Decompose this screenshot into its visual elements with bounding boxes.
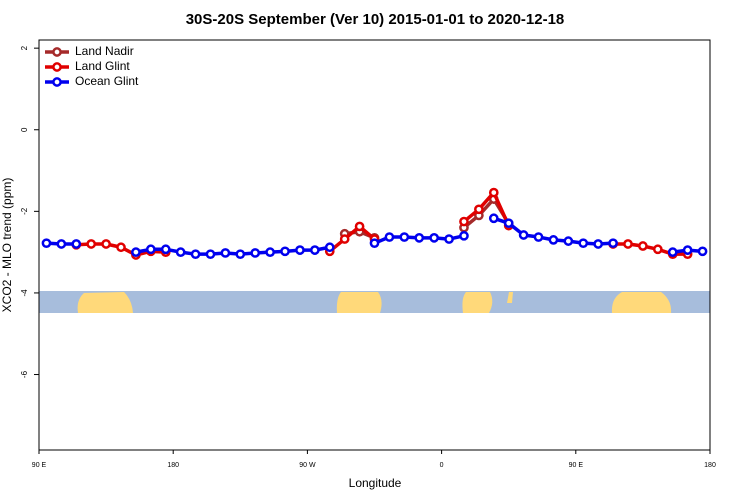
x-tick-label: 90 W [299, 462, 316, 469]
data-point [369, 238, 380, 249]
data-point [86, 239, 97, 249]
data-point [116, 242, 126, 253]
data-point [623, 239, 633, 249]
data-point [339, 234, 350, 244]
y-tick-label: -6 [20, 370, 29, 378]
y-tick-label: 2 [20, 45, 29, 50]
data-point [638, 241, 648, 251]
data-point [399, 232, 410, 242]
legend-marker [52, 62, 62, 72]
data-point [175, 247, 186, 257]
data-point [563, 236, 574, 246]
data-point [682, 245, 693, 255]
data-point [488, 213, 499, 224]
data-point [548, 235, 559, 245]
data-point [503, 218, 514, 229]
x-tick-label: 180 [704, 462, 716, 469]
data-point [56, 239, 67, 249]
data-point [354, 221, 365, 232]
data-point [652, 244, 663, 255]
data-point [414, 233, 425, 243]
data-point [697, 246, 708, 257]
data-point [429, 233, 439, 243]
data-point [101, 239, 111, 249]
data-point [608, 238, 618, 249]
data-point [459, 230, 469, 241]
x-axis-label: Longitude [349, 476, 402, 490]
data-point [384, 232, 395, 242]
data-point [488, 187, 499, 198]
land-mask-strip [39, 291, 710, 313]
legend-label: Land Glint [75, 59, 130, 73]
data-point [235, 249, 246, 260]
data-point [220, 248, 231, 258]
data-point [593, 239, 604, 249]
x-tick-label: 180 [167, 462, 179, 469]
data-point [280, 246, 290, 257]
x-tick-label: 90 E [569, 462, 584, 469]
data-point [190, 249, 201, 260]
x-tick-label: 0 [440, 462, 444, 469]
legend-marker [52, 77, 62, 87]
data-point [459, 216, 469, 227]
data-point [71, 239, 82, 249]
data-point [145, 244, 156, 255]
chart-title: 30S-20S September (Ver 10) 2015-01-01 to… [186, 11, 565, 28]
data-point [160, 244, 171, 255]
data-point [131, 247, 141, 257]
y-tick-label: -2 [20, 207, 29, 215]
data-point [324, 242, 335, 253]
legend-label: Land Nadir [75, 44, 134, 58]
data-point [310, 245, 320, 255]
y-tick-label: -4 [20, 289, 29, 297]
data-point [667, 247, 678, 257]
data-point [578, 238, 589, 249]
x-tick-label: 90 E [32, 462, 47, 469]
data-point [474, 204, 484, 215]
y-tick-label: 0 [20, 127, 29, 132]
data-point [295, 245, 305, 255]
data-point [265, 247, 275, 257]
plot-frame [38, 39, 711, 451]
legend-label: Ocean Glint [75, 74, 139, 88]
data-point [444, 234, 454, 244]
data-point [518, 230, 529, 240]
data-point [250, 248, 261, 258]
data-point [533, 232, 544, 242]
y-axis-label: XCO2 - MLO trend (ppm) [0, 178, 14, 313]
data-point [41, 238, 52, 249]
legend-marker [52, 47, 62, 57]
data-point [205, 249, 216, 260]
